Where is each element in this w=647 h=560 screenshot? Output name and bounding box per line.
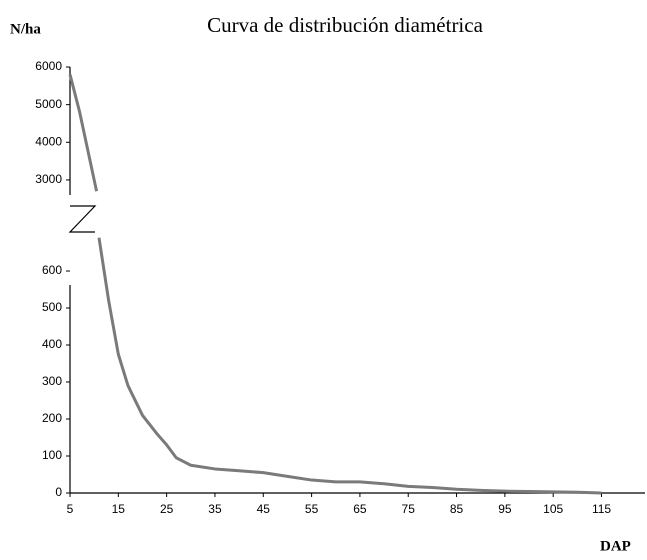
x-tick-label: 35 [208, 502, 222, 516]
x-tick-label: 45 [257, 502, 271, 516]
y-tick-label: 4000 [35, 134, 62, 148]
y-tick-label: 6000 [35, 59, 62, 73]
y-tick-label: 100 [42, 448, 62, 462]
x-tick-label: 65 [353, 502, 367, 516]
axis-break [68, 205, 97, 233]
y-tick-label: 300 [42, 374, 62, 388]
y-axis-label: N/ha [10, 21, 41, 37]
y-tick-label: 600 [42, 263, 62, 277]
data-line [68, 74, 99, 192]
x-tick-label: 85 [450, 502, 464, 516]
y-tick-label: 500 [42, 300, 62, 314]
x-axis-label: DAP [600, 538, 631, 554]
x-tick-label: 15 [112, 502, 126, 516]
x-tick-label: 115 [592, 502, 611, 516]
y-tick-label: 400 [42, 337, 62, 351]
x-tick-label: 25 [160, 502, 174, 516]
x-tick-label: 5 [67, 502, 74, 516]
x-tick-label: 105 [543, 502, 563, 516]
y-tick-label: 0 [55, 485, 62, 499]
data-line [97, 237, 602, 495]
x-tick-label: 95 [498, 502, 512, 516]
y-tick-label: 5000 [35, 97, 62, 111]
y-tick-label: 200 [42, 411, 62, 425]
chart-title: Curva de distribución diamétrica [207, 13, 484, 37]
x-tick-label: 75 [402, 502, 416, 516]
x-tick-label: 55 [305, 502, 319, 516]
y-tick-label: 3000 [35, 172, 62, 186]
